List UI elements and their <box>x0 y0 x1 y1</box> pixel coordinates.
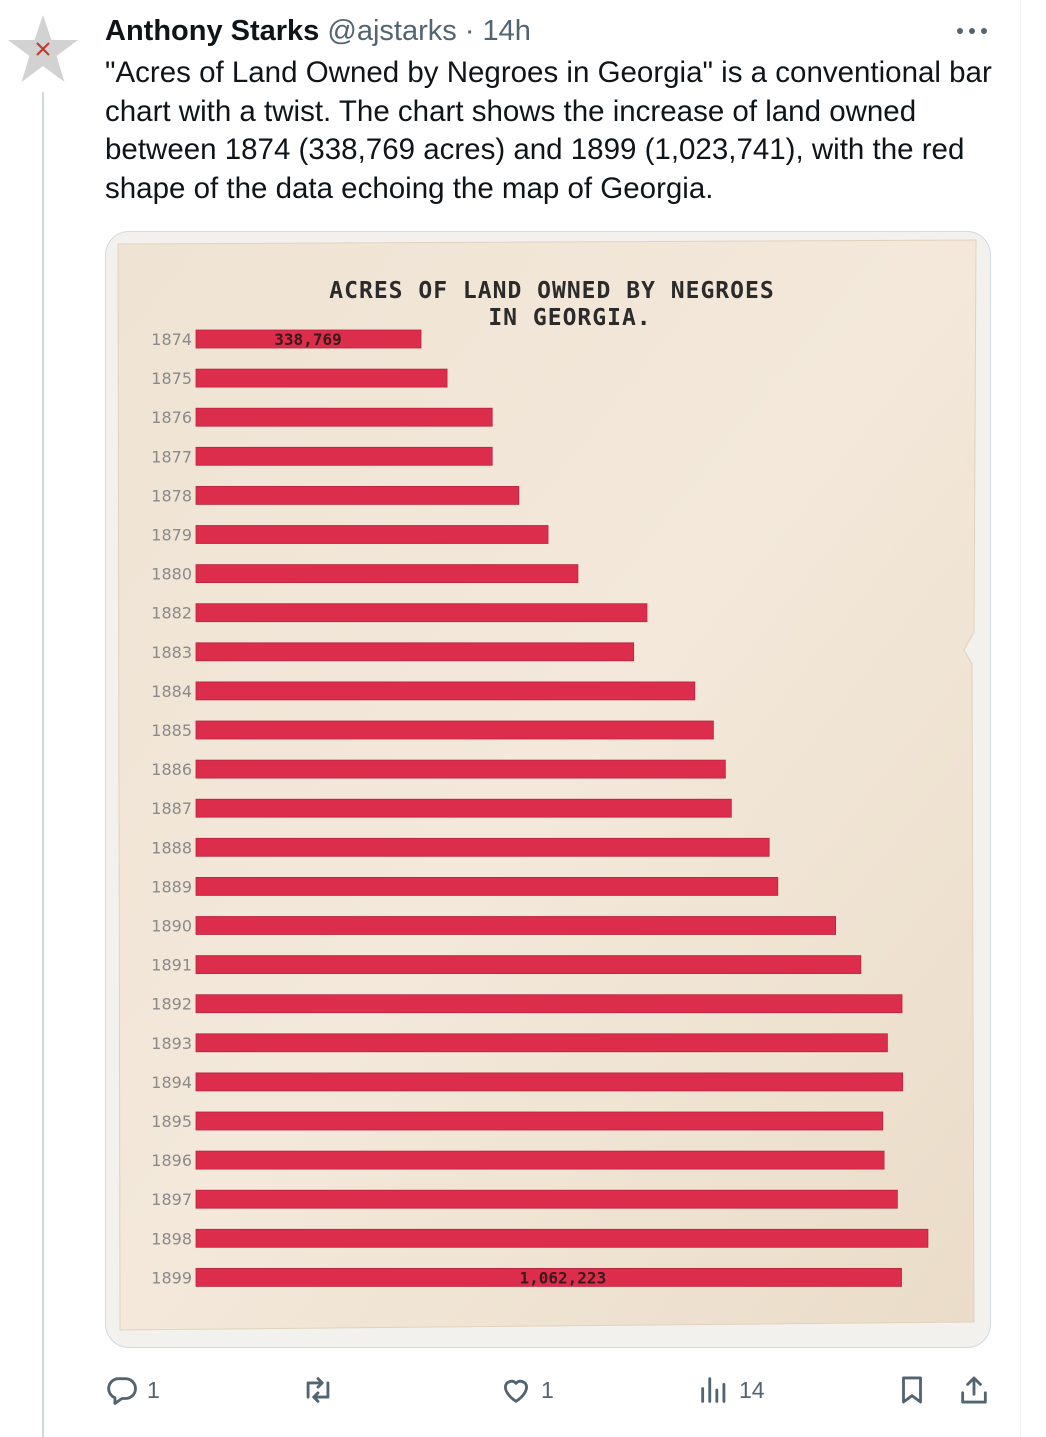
views-button[interactable]: 14 <box>697 1368 765 1412</box>
reply-button[interactable]: 1 <box>105 1368 160 1412</box>
retweet-button[interactable] <box>301 1368 343 1412</box>
bar <box>195 759 726 779</box>
tweet-time[interactable]: 14h <box>482 15 531 47</box>
year-label: 1887 <box>151 799 192 818</box>
author-name[interactable]: Anthony Starks <box>105 15 320 47</box>
year-label: 1877 <box>151 447 192 466</box>
reply-icon <box>107 1377 137 1405</box>
bar <box>195 407 493 427</box>
year-label: 1893 <box>151 1034 192 1053</box>
bookmark-icon <box>902 1376 922 1404</box>
year-label: 1894 <box>151 1073 192 1092</box>
bar <box>195 329 422 349</box>
bar <box>195 603 648 623</box>
bar <box>195 916 836 935</box>
chart-subtitle: IN GEORGIA. <box>488 305 651 331</box>
year-label: 1889 <box>151 877 192 896</box>
bar <box>195 642 635 662</box>
bar <box>195 368 448 388</box>
year-label: 1895 <box>151 1112 192 1131</box>
heart-icon <box>503 1379 529 1403</box>
bar <box>195 720 714 740</box>
thread-line <box>42 92 44 1437</box>
year-label: 1897 <box>151 1190 192 1209</box>
year-label: 1890 <box>151 917 192 936</box>
bar <box>195 1150 885 1170</box>
year-label: 1885 <box>151 721 192 740</box>
avatar[interactable] <box>4 10 82 88</box>
bar <box>195 446 493 466</box>
views-chart-icon <box>701 1377 726 1403</box>
year-label: 1898 <box>151 1229 192 1248</box>
bar <box>195 485 520 505</box>
chart-image: ACRES OF LAND OWNED BY NEGROES IN GEORGI… <box>117 239 977 1331</box>
reply-count: 1 <box>147 1376 160 1403</box>
data-label: 1,062,223 <box>520 1268 607 1287</box>
year-label: 1882 <box>151 604 192 623</box>
year-label: 1875 <box>151 369 192 388</box>
year-label: 1876 <box>151 408 192 427</box>
bar <box>195 525 549 544</box>
like-button[interactable]: 1 <box>499 1368 554 1412</box>
year-label: 1879 <box>151 526 192 545</box>
bookmark-button[interactable] <box>895 1368 929 1412</box>
year-label: 1896 <box>151 1151 192 1170</box>
year-label: 1892 <box>151 995 192 1014</box>
bar <box>195 1111 884 1131</box>
bar <box>195 1189 898 1209</box>
bar <box>195 1072 904 1092</box>
bar <box>195 1033 888 1053</box>
bar <box>195 681 696 701</box>
tweet-text: "Acres of Land Owned by Negroes in Georg… <box>105 56 992 205</box>
timeline-border <box>1020 0 1021 1437</box>
more-button[interactable] <box>950 16 994 46</box>
bar <box>195 877 779 896</box>
year-label: 1891 <box>151 956 192 975</box>
like-count: 1 <box>541 1376 554 1403</box>
bar <box>195 1268 902 1287</box>
chart-title: ACRES OF LAND OWNED BY NEGROES <box>329 278 774 304</box>
tweet-header: Anthony Starks @ajstarks · 14h <box>105 12 531 50</box>
retweet-icon <box>306 1377 330 1403</box>
bar <box>195 994 903 1014</box>
bar <box>195 837 770 857</box>
bar <box>195 564 579 584</box>
paper-sheet <box>117 239 977 1331</box>
author-handle[interactable]: @ajstarks <box>327 15 457 47</box>
bar <box>195 798 732 818</box>
year-label: 1884 <box>151 682 192 701</box>
year-label: 1874 <box>151 330 192 349</box>
year-label: 1886 <box>151 760 192 779</box>
star-avatar-icon <box>8 15 78 82</box>
share-icon <box>961 1376 987 1404</box>
year-label: 1899 <box>151 1268 192 1287</box>
data-label: 338,769 <box>274 330 341 349</box>
views-count: 14 <box>739 1376 765 1403</box>
year-label: 1883 <box>151 643 192 662</box>
separator-dot: · <box>464 15 475 47</box>
share-button[interactable] <box>957 1368 991 1412</box>
bar <box>195 955 862 974</box>
year-label: 1880 <box>151 565 192 584</box>
action-bar: 1 1 14 <box>105 1368 995 1412</box>
year-label: 1878 <box>151 486 192 505</box>
tweet-media[interactable]: ACRES OF LAND OWNED BY NEGROES IN GEORGI… <box>105 231 991 1348</box>
year-label: 1888 <box>151 838 192 857</box>
bar <box>195 1228 929 1248</box>
more-horizontal-icon <box>957 28 987 34</box>
